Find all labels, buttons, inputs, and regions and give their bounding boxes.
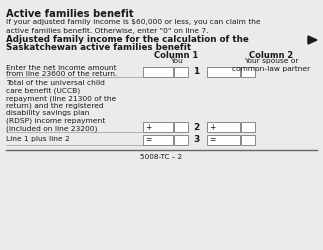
Text: from line 23600 of the return.: from line 23600 of the return. [6, 71, 117, 77]
Bar [241, 122, 255, 132]
Bar [143, 67, 173, 77]
Text: You: You [170, 58, 182, 64]
Text: (included on line 23200): (included on line 23200) [6, 125, 98, 132]
Text: 2: 2 [193, 122, 199, 132]
Text: repayment (line 21300 of the: repayment (line 21300 of the [6, 95, 116, 102]
Polygon shape [308, 36, 317, 44]
Bar [143, 135, 173, 145]
Text: return) and the registered: return) and the registered [6, 102, 104, 109]
Bar [143, 122, 173, 132]
Text: If your adjusted family income is $60,000 or less, you can claim the
active fami: If your adjusted family income is $60,00… [6, 19, 261, 34]
Text: care benefit (UCCB): care benefit (UCCB) [6, 88, 80, 94]
Text: +: + [210, 122, 216, 132]
Text: Your spouse or
common-law partner: Your spouse or common-law partner [232, 58, 310, 72]
Text: 5008-TC – 2: 5008-TC – 2 [140, 154, 182, 160]
Bar [241, 67, 255, 77]
Text: =: = [210, 136, 216, 144]
Text: Column 1: Column 1 [154, 51, 198, 60]
Bar [174, 122, 188, 132]
Bar [207, 122, 240, 132]
Bar [174, 67, 188, 77]
Text: Saskatchewan active families benefit: Saskatchewan active families benefit [6, 43, 191, 52]
Text: Total of the universal child: Total of the universal child [6, 80, 105, 86]
Text: =: = [145, 136, 152, 144]
Text: Line 1 plus line 2: Line 1 plus line 2 [6, 136, 70, 142]
Text: disability savings plan: disability savings plan [6, 110, 89, 116]
Bar [207, 135, 240, 145]
Bar [174, 135, 188, 145]
Bar [241, 135, 255, 145]
Bar [207, 67, 240, 77]
Text: Column 2: Column 2 [249, 51, 293, 60]
Text: +: + [145, 122, 152, 132]
Text: Adjusted family income for the calculation of the: Adjusted family income for the calculati… [6, 35, 249, 44]
Text: Active families benefit: Active families benefit [6, 9, 134, 19]
Text: 1: 1 [193, 68, 199, 76]
Text: Enter the net income amount: Enter the net income amount [6, 65, 117, 71]
Text: 3: 3 [193, 136, 199, 144]
Text: (RDSP) income repayment: (RDSP) income repayment [6, 118, 105, 124]
